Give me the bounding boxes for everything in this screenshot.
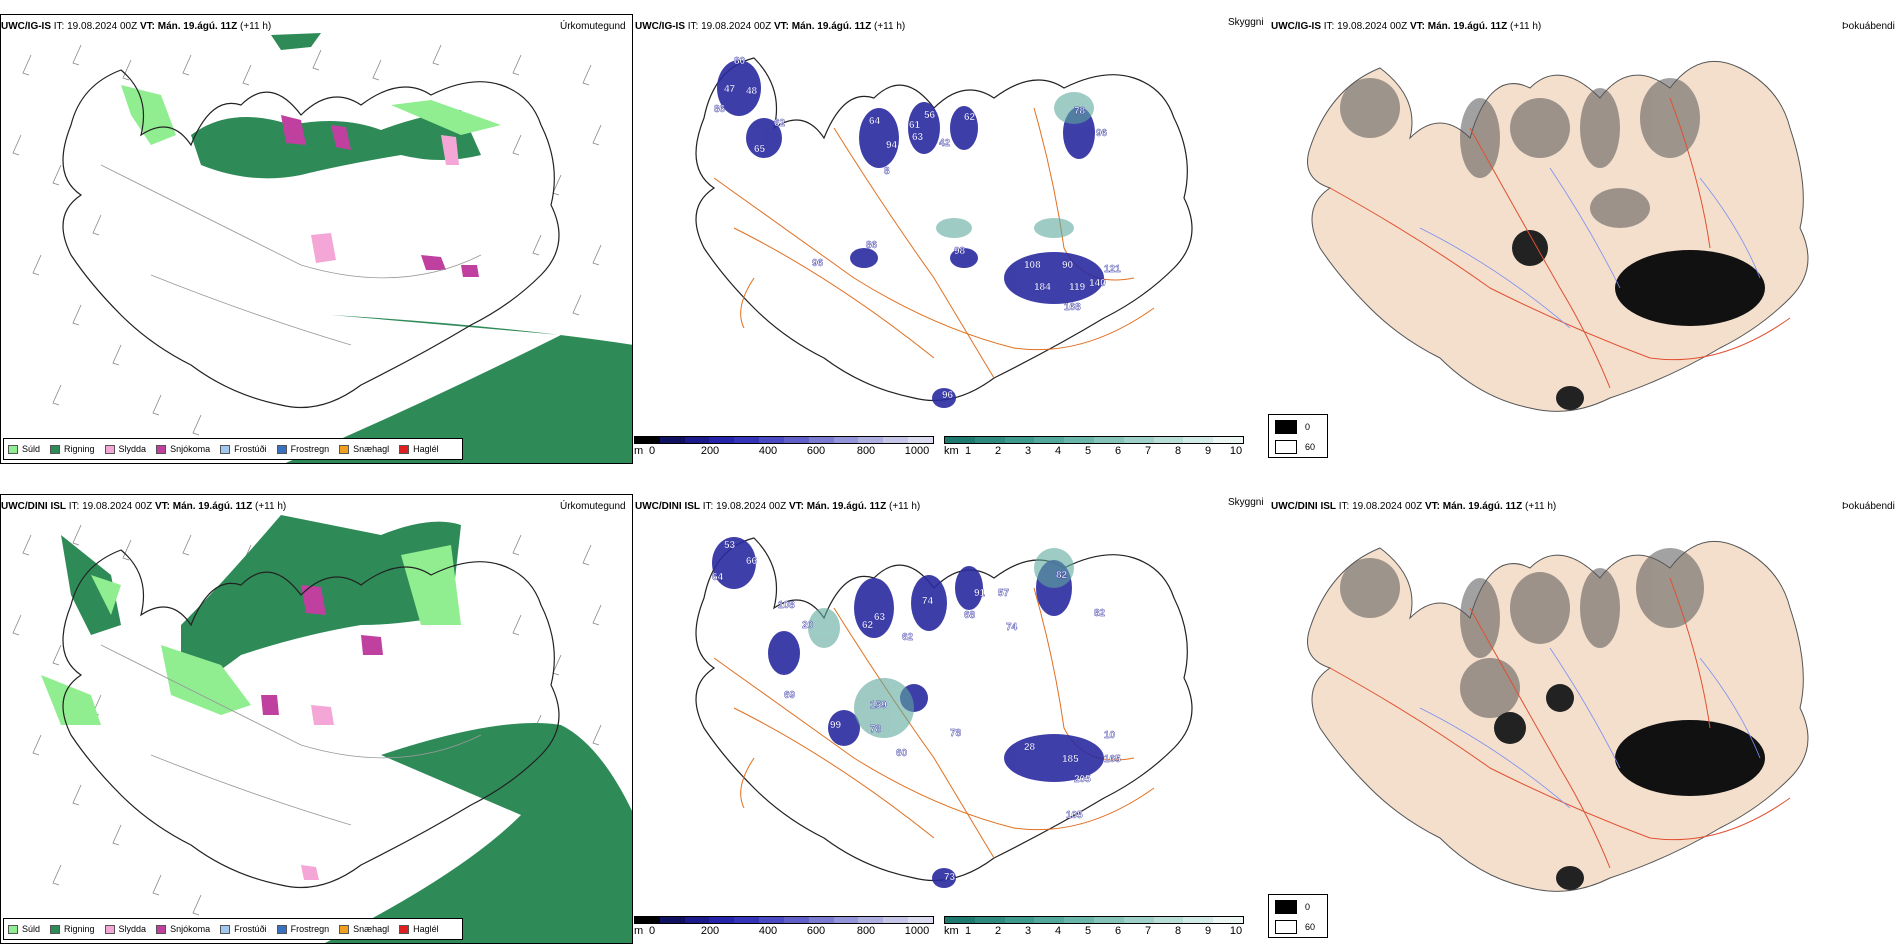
- snow-swatch: [156, 924, 167, 934]
- legend-item-drizzle: Súld: [8, 924, 40, 934]
- visibility-panel-row2: m 0 200 400 600 800 1000 km 1 2 3 4 5 6 …: [634, 508, 1270, 944]
- visibility-map-row2: [695, 537, 1193, 888]
- fog-map-row1: [1307, 60, 1809, 412]
- title-row1-precip: Úrkomutegund: [560, 21, 626, 32]
- legend-item-drizzle: Súld: [8, 444, 40, 454]
- fog-high-swatch: [1275, 420, 1297, 434]
- header-row1-precip: UWC/IG-IS IT: 19.08.2024 00Z VT: Mán. 19…: [1, 21, 272, 32]
- drizzle-swatch: [8, 924, 18, 934]
- legend-item-freezing-drizzle: Frostúði: [220, 924, 267, 934]
- fog-panel-row1: [1270, 28, 1900, 464]
- precip-panel-row2: Súld Rigning Slydda Snjókoma Frostúði Fr…: [0, 494, 633, 944]
- height-colorbar-bar-row1: [634, 436, 934, 444]
- freezing-drizzle-swatch: [220, 444, 231, 454]
- precip-panel-row1: Súld Rigning Slydda Snjókoma Frostúði Fr…: [0, 14, 633, 464]
- legend-item-snow-pellets: Snæhagl: [339, 444, 389, 454]
- legend-item-rain: Rigning: [50, 444, 95, 454]
- height-colorbar-row1: m 0 200 400 600 800 1000: [634, 436, 944, 460]
- sleet-swatch: [104, 924, 115, 934]
- fog-map-row2: [1307, 540, 1809, 892]
- header-row2-visibility: UWC/DINI ISL IT: 19.08.2024 00Z VT: Mán.…: [635, 501, 921, 512]
- header-row1-visibility: UWC/IG-IS IT: 19.08.2024 00Z VT: Mán. 19…: [635, 21, 906, 32]
- fog-legend-row1: 0 60: [1268, 414, 1328, 458]
- fog-legend-row2: 0 60: [1268, 894, 1328, 938]
- legend-item-sleet: Slydda: [104, 444, 146, 454]
- visibility-panel-row1: m 0 200 400 600 800 1000 km 1 2 3 4 5 6 …: [634, 28, 1270, 464]
- rain-swatch: [50, 444, 61, 454]
- legend-item-sleet: Slydda: [104, 924, 146, 934]
- title-row1-visibility: Skyggni: [1228, 17, 1264, 28]
- precip-legend-row1: Súld Rigning Slydda Snjókoma Frostúði Fr…: [3, 438, 463, 460]
- precip-legend-row2: Súld Rigning Slydda Snjókoma Frostúði Fr…: [3, 918, 463, 940]
- legend-item-snow-pellets: Snæhagl: [339, 924, 389, 934]
- hail-swatch: [399, 924, 410, 934]
- legend-item-snow: Snjókoma: [156, 444, 210, 454]
- header-row1-fog: UWC/IG-IS IT: 19.08.2024 00Z VT: Mán. 19…: [1271, 21, 1542, 32]
- height-colorbar-row2: m 0 200 400 600 800 1000: [634, 916, 944, 940]
- fog-low-swatch: [1275, 920, 1297, 934]
- freezing-rain-swatch: [276, 924, 287, 934]
- fog-panel-row2: [1270, 508, 1900, 944]
- rain-swatch: [50, 924, 61, 934]
- fog-low-swatch: [1275, 440, 1297, 454]
- header-row2-fog: UWC/DINI ISL IT: 19.08.2024 00Z VT: Mán.…: [1271, 501, 1557, 512]
- height-unit: m: [634, 445, 644, 457]
- sleet-swatch: [104, 444, 115, 454]
- visibility-colorbar-row1: km 1 2 3 4 5 6 7 8 9 10: [944, 436, 1254, 460]
- legend-item-freezing-rain: Frostregn: [276, 444, 329, 454]
- legend-item-snow: Snjókoma: [156, 924, 210, 934]
- fog-high-swatch: [1275, 900, 1297, 914]
- snow-pellets-swatch: [339, 924, 350, 934]
- visibility-map-row1: [695, 57, 1193, 408]
- precip-map-row2: [12, 515, 632, 943]
- precip-map-row1: [12, 33, 632, 463]
- title-row2-visibility: Skyggni: [1228, 497, 1264, 508]
- header-row2-precip: UWC/DINI ISL IT: 19.08.2024 00Z VT: Mán.…: [1, 501, 287, 512]
- legend-item-hail: Haglél: [399, 444, 439, 454]
- freezing-rain-swatch: [276, 444, 287, 454]
- legend-item-hail: Haglél: [399, 924, 439, 934]
- snow-swatch: [156, 444, 167, 454]
- legend-item-freezing-drizzle: Frostúði: [220, 444, 267, 454]
- title-row2-fog: Þokuábendi: [1842, 501, 1895, 512]
- legend-item-rain: Rigning: [50, 924, 95, 934]
- drizzle-swatch: [8, 444, 18, 454]
- snow-pellets-swatch: [339, 444, 350, 454]
- freezing-drizzle-swatch: [220, 924, 231, 934]
- visibility-colorbar-row2: km 1 2 3 4 5 6 7 8 9 10: [944, 916, 1254, 940]
- title-row1-fog: Þokuábendi: [1842, 21, 1895, 32]
- title-row2-precip: Úrkomutegund: [560, 501, 626, 512]
- hail-swatch: [399, 444, 410, 454]
- legend-item-freezing-rain: Frostregn: [276, 924, 329, 934]
